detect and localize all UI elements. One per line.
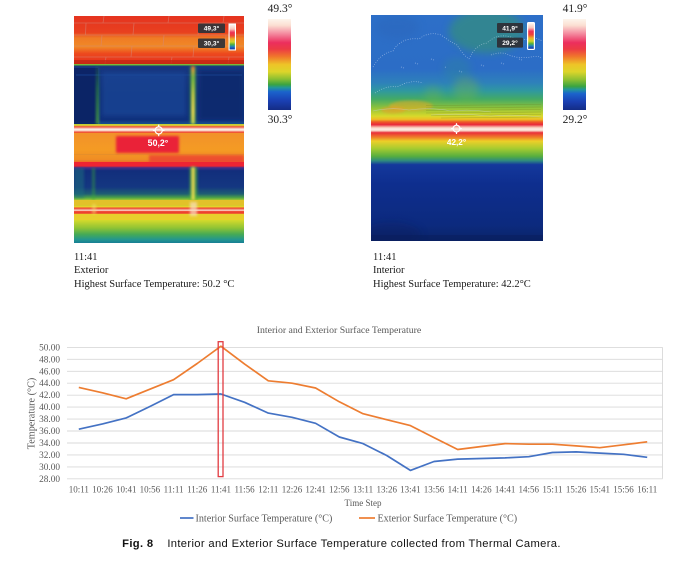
svg-text:50,2°: 50,2° xyxy=(148,138,169,148)
svg-text:42,2°: 42,2° xyxy=(447,138,466,147)
svg-text:42.00: 42.00 xyxy=(39,391,60,401)
svg-text:14:41: 14:41 xyxy=(495,485,516,495)
svg-text:46.00: 46.00 xyxy=(39,367,60,377)
svg-text:16:11: 16:11 xyxy=(637,485,657,495)
svg-text:10:11: 10:11 xyxy=(69,485,89,495)
svg-text:10:41: 10:41 xyxy=(116,485,137,495)
svg-text:13:11: 13:11 xyxy=(353,485,373,495)
svg-text:30,3°: 30,3° xyxy=(204,40,220,48)
svg-text:Time Step: Time Step xyxy=(345,498,382,508)
svg-text:11:26: 11:26 xyxy=(187,485,208,495)
svg-text:32.00: 32.00 xyxy=(39,451,60,461)
svg-text:49,3°: 49,3° xyxy=(204,25,220,33)
svg-text:36.00: 36.00 xyxy=(39,427,60,437)
svg-text:41,9°: 41,9° xyxy=(502,24,518,32)
svg-text:Interior Surface Temperature (: Interior Surface Temperature (°C) xyxy=(196,514,333,525)
svg-text:29,2°: 29,2° xyxy=(502,39,518,47)
svg-text:28.00: 28.00 xyxy=(39,475,60,485)
svg-text:Exterior Surface Temperature (: Exterior Surface Temperature (°C) xyxy=(378,514,518,525)
svg-text:14:26: 14:26 xyxy=(471,485,492,495)
svg-text:10:26: 10:26 xyxy=(92,485,113,495)
svg-text:12:56: 12:56 xyxy=(329,485,350,495)
svg-text:15:56: 15:56 xyxy=(613,485,634,495)
svg-text:11:41: 11:41 xyxy=(211,485,231,495)
svg-text:40.00: 40.00 xyxy=(39,403,60,413)
svg-text:34.00: 34.00 xyxy=(39,439,60,449)
svg-text:13:26: 13:26 xyxy=(376,485,397,495)
svg-text:15:41: 15:41 xyxy=(590,485,611,495)
svg-text:12:26: 12:26 xyxy=(282,485,303,495)
svg-text:14:11: 14:11 xyxy=(448,485,468,495)
svg-text:11:56: 11:56 xyxy=(235,485,256,495)
svg-text:Interior and Exterior Surface: Interior and Exterior Surface Temperatur… xyxy=(257,325,422,336)
svg-text:12:11: 12:11 xyxy=(258,485,278,495)
svg-text:13:56: 13:56 xyxy=(424,485,445,495)
svg-text:48.00: 48.00 xyxy=(39,355,60,365)
svg-text:15:11: 15:11 xyxy=(542,485,562,495)
svg-text:11:11: 11:11 xyxy=(164,485,184,495)
svg-text:Temperature (°C): Temperature (°C) xyxy=(27,378,38,450)
svg-text:10:56: 10:56 xyxy=(140,485,161,495)
svg-text:13:41: 13:41 xyxy=(400,485,421,495)
svg-text:50.00: 50.00 xyxy=(39,343,60,353)
svg-text:14:56: 14:56 xyxy=(519,485,540,495)
svg-text:30.00: 30.00 xyxy=(39,463,60,473)
svg-text:38.00: 38.00 xyxy=(39,415,60,425)
svg-text:12:41: 12:41 xyxy=(305,485,326,495)
svg-text:44.00: 44.00 xyxy=(39,379,60,389)
svg-text:15:26: 15:26 xyxy=(566,485,587,495)
